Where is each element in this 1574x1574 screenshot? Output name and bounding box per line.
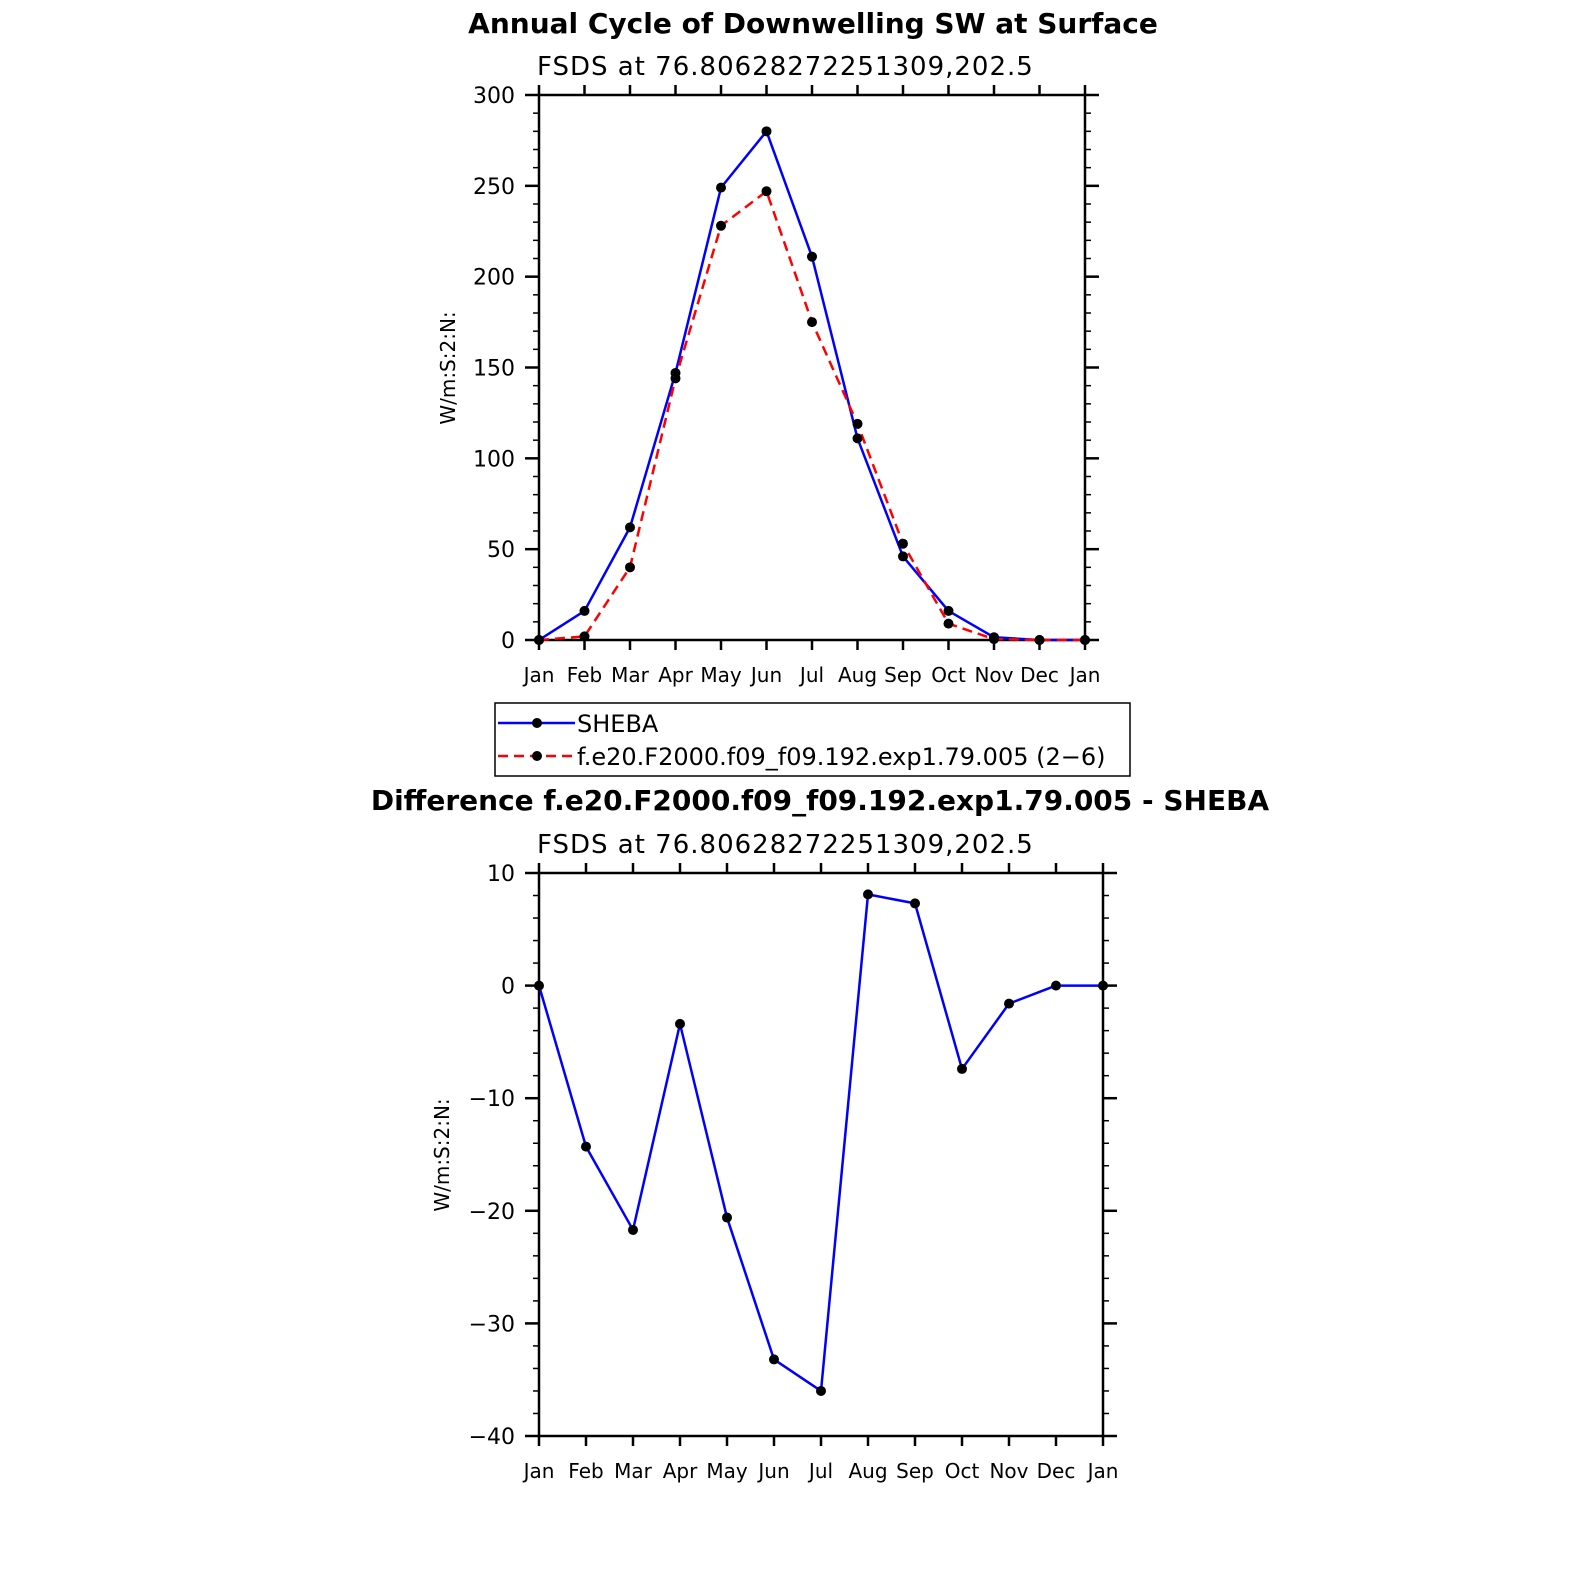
bottom-series-0-point <box>957 1063 967 1074</box>
legend-model-label: f.e20.F2000.f09_f09.192.exp1.79.005 (2−6… <box>577 743 1105 771</box>
bottom-series-0-point <box>1098 980 1108 991</box>
top-x-tick-label: Nov <box>974 663 1013 687</box>
legend: SHEBA f.e20.F2000.f09_f09.192.exp1.79.00… <box>494 702 1131 777</box>
top-x-tick-label: Jan <box>522 663 555 687</box>
top-x-tick-label: Apr <box>658 663 693 687</box>
bottom-x-tick-label: May <box>706 1459 748 1483</box>
bottom-y-tick-label: −20 <box>469 1200 515 1225</box>
bottom-series-0-point <box>722 1212 732 1223</box>
top-series-1-point <box>1034 635 1045 645</box>
top-series-1-point <box>534 635 544 645</box>
bottom-chart-y-axis-title: W/m:S:2:N: <box>430 1098 454 1211</box>
bottom-chart-subtitle: FSDS at 76.80628272251309,202.5 <box>537 830 1034 860</box>
top-x-tick-label: Jan <box>1068 663 1101 687</box>
legend-sheba-marker <box>532 718 542 728</box>
top-y-tick-label: 0 <box>501 629 515 654</box>
bottom-plot-area: Jan Feb Mar Apr May Jun Jul Aug Sep Oct Nov Dec Jan−… <box>469 862 1119 1483</box>
bottom-y-tick-label: 0 <box>501 975 515 1000</box>
bottom-y-tick-label: 10 <box>487 862 515 887</box>
top-series-1-point <box>989 634 999 645</box>
bottom-series-0-point <box>675 1018 685 1029</box>
top-y-tick-label: 300 <box>473 84 515 109</box>
bottom-y-tick-label: −30 <box>469 1312 515 1337</box>
legend-box <box>494 702 1131 777</box>
top-frame <box>537 93 1087 642</box>
bottom-series-0-point <box>816 1385 826 1396</box>
top-x-tick-label: Sep <box>884 663 922 687</box>
bottom-series-0-point <box>534 980 544 991</box>
top-series-1-point <box>898 538 908 549</box>
bottom-y-tick-label: −10 <box>469 1087 515 1112</box>
bottom-x-tick-label: Jan <box>522 1459 555 1483</box>
top-series-0-point <box>579 605 590 616</box>
bottom-series-0-point <box>863 889 873 900</box>
top-x-tick-label: Jul <box>798 663 824 687</box>
bottom-x-tick-label: Dec <box>1037 1459 1076 1483</box>
legend-sheba-label: SHEBA <box>577 710 659 738</box>
top-series-0-point <box>716 182 726 193</box>
bottom-x-tick-label: Jun <box>756 1459 789 1483</box>
top-series-0-line <box>538 130 1085 642</box>
bottom-x-tick-label: Nov <box>989 1459 1028 1483</box>
bottom-x-tick-label: Oct <box>945 1459 980 1483</box>
top-series-1-point <box>761 186 772 197</box>
top-x-tick-label: Mar <box>611 663 650 687</box>
top-series-0-point <box>898 551 908 562</box>
top-y-tick-label: 150 <box>473 357 515 382</box>
top-y-tick-label: 100 <box>473 447 515 472</box>
top-series-1-point <box>625 562 635 573</box>
top-x-tick-label: Dec <box>1020 663 1059 687</box>
top-x-tick-label: Oct <box>931 663 966 687</box>
top-series-1-point <box>807 317 817 328</box>
top-series-0-point <box>761 126 772 137</box>
bottom-x-tick-label: Jul <box>807 1459 833 1483</box>
bottom-x-tick-label: Apr <box>663 1459 698 1483</box>
bottom-series-0-point <box>1051 980 1061 991</box>
bottom-frame <box>537 871 1105 1438</box>
top-series-1-point <box>579 631 590 642</box>
top-series-1-point <box>852 418 863 429</box>
top-y-tick-label: 50 <box>487 538 515 563</box>
top-chart-title: Annual Cycle of Downwelling SW at Surfac… <box>468 7 1158 40</box>
top-y-tick-label: 200 <box>473 266 515 291</box>
top-plot-area: Jan Feb Mar Apr May Jun Jul Aug Sep Oct Nov Dec Jan 0… <box>473 84 1100 687</box>
top-series-1-point <box>1080 635 1090 645</box>
bottom-series-0-point <box>628 1224 638 1235</box>
top-x-tick-label: Jun <box>749 663 782 687</box>
bottom-x-tick-label: Sep <box>896 1459 934 1483</box>
top-x-tick-label: May <box>700 663 742 687</box>
top-x-tick-label: Feb <box>567 663 602 687</box>
top-y-tick-label: 250 <box>473 175 515 200</box>
top-chart: Annual Cycle of Downwelling SW at Surfac… <box>436 7 1158 687</box>
bottom-series-0-point <box>581 1141 591 1152</box>
top-series-0-point <box>807 251 817 262</box>
top-chart-y-axis-title: W/m:S:2:N: <box>436 311 460 424</box>
top-chart-subtitle: FSDS at 76.80628272251309,202.5 <box>537 52 1034 82</box>
bottom-y-tick-label: −40 <box>469 1425 515 1450</box>
top-series-1-point <box>943 618 954 629</box>
top-series-0-point <box>625 522 635 533</box>
bottom-chart: Difference f.e20.F2000.f09_f09.192.exp1.… <box>371 784 1270 1483</box>
bottom-x-tick-label: Feb <box>568 1459 603 1483</box>
bottom-series-0-point <box>1004 998 1014 1009</box>
bottom-series-0-point <box>910 898 920 909</box>
bottom-x-tick-label: Jan <box>1086 1459 1119 1483</box>
bottom-x-tick-label: Mar <box>614 1459 653 1483</box>
bottom-series-0-line <box>537 893 1103 1393</box>
bottom-chart-title: Difference f.e20.F2000.f09_f09.192.exp1.… <box>371 784 1270 817</box>
bottom-x-tick-label: Aug <box>848 1459 887 1483</box>
top-x-tick-label: Aug <box>838 663 877 687</box>
top-series-0-point <box>943 605 954 616</box>
top-series-1-point <box>670 373 681 384</box>
bottom-series-0-point <box>769 1354 779 1365</box>
legend-model-marker <box>532 751 542 761</box>
top-series-1-point <box>716 220 726 231</box>
top-series-0-point <box>852 433 863 444</box>
